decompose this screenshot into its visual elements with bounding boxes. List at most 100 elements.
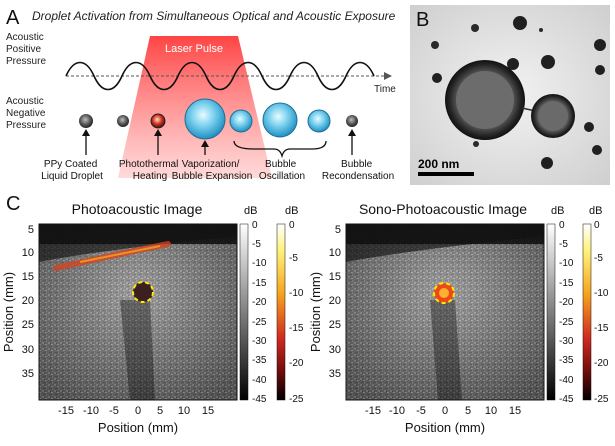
x-axis-label-right: Position (mm) (405, 420, 485, 435)
tem-particle-small (513, 16, 527, 30)
svg-text:-10: -10 (559, 258, 574, 269)
label-oscillation: Bubble Oscillation (259, 159, 305, 182)
photoacoustic-title: Photoacoustic Image (72, 201, 203, 217)
hot-colorbar-ticks-left: 0 -5 -10 -15 -20 -25 (289, 220, 304, 405)
y-tick-labels-left: 5 10 15 20 25 30 35 (22, 224, 34, 380)
time-label: Time (374, 84, 396, 95)
svg-text:5: 5 (335, 224, 341, 236)
tem-particle-small (539, 28, 543, 32)
svg-text:25: 25 (22, 319, 34, 331)
panel-c-letter: C (6, 193, 20, 215)
tem-particle-small (431, 41, 439, 49)
pa-hotspot (439, 288, 449, 298)
tem-particle-core (538, 101, 568, 131)
y-axis-label-left: Position (mm) (1, 272, 16, 352)
svg-text:15: 15 (329, 271, 341, 283)
sono-photoacoustic-panel: Sono-Photoacoustic Image 5 10 15 20 25 3… (308, 201, 609, 435)
svg-text:-15: -15 (594, 323, 609, 334)
svg-text:0: 0 (559, 220, 565, 231)
svg-text:-20: -20 (252, 297, 267, 308)
panel-a: A Droplet Activation from Simultaneous O… (6, 7, 396, 182)
svg-text:5: 5 (157, 405, 163, 417)
heated-droplet (150, 113, 166, 129)
svg-text:-10: -10 (252, 258, 267, 269)
colorbar-unit-gray-left: dB (244, 205, 257, 217)
bubble-oscillation-1 (229, 109, 253, 133)
svg-text:-5: -5 (252, 239, 261, 250)
bubble-oscillation-3 (307, 109, 331, 133)
hot-colorbar-right (582, 223, 592, 401)
photoacoustic-panel: Photoacoustic Image 5 10 15 20 25 30 35 … (1, 201, 304, 435)
svg-text:-10: -10 (289, 288, 304, 299)
svg-text:-25: -25 (289, 394, 304, 405)
panel-b: B 200 nm (410, 5, 610, 185)
svg-text:-25: -25 (252, 317, 267, 328)
panel-b-letter: B (416, 9, 429, 31)
svg-text:-45: -45 (559, 394, 574, 405)
svg-text:-20: -20 (594, 358, 609, 369)
oscillation-brace (233, 140, 327, 159)
acoustic-waveform (65, 61, 375, 91)
svg-text:35: 35 (22, 368, 34, 380)
tem-particle-small (541, 157, 553, 169)
bubble-expansion (184, 98, 226, 140)
arrow-recondensation-head-icon (348, 129, 356, 136)
panel-a-letter: A (6, 7, 20, 29)
svg-text:35: 35 (329, 368, 341, 380)
svg-text:-15: -15 (58, 405, 74, 417)
tem-particle-small (473, 141, 479, 147)
scalebar-label: 200 nm (418, 157, 459, 171)
bubble-oscillation-2 (262, 102, 298, 138)
sono-photoacoustic-title: Sono-Photoacoustic Image (359, 201, 527, 217)
label-droplet: PPy Coated Liquid Droplet (41, 159, 103, 182)
time-arrow-icon (384, 72, 392, 80)
svg-text:5: 5 (465, 405, 471, 417)
svg-text:15: 15 (509, 405, 521, 417)
panel-a-title: Droplet Activation from Simultaneous Opt… (32, 9, 396, 23)
svg-text:-15: -15 (289, 323, 304, 334)
tem-particle-small (595, 65, 605, 75)
svg-text:-5: -5 (416, 405, 426, 417)
hot-colorbar-left (276, 223, 286, 401)
svg-text:-40: -40 (559, 375, 574, 386)
svg-text:-35: -35 (252, 355, 267, 366)
tem-particle-small (584, 122, 594, 132)
droplet-1 (79, 114, 93, 128)
hot-colorbar-ticks-right: 0 -5 -10 -15 -20 -25 (594, 220, 609, 405)
label-recondensation: Bubble Recondensation (322, 159, 394, 182)
label-vaporization: Vaporization/ Bubble Expansion (172, 159, 253, 182)
svg-text:-30: -30 (559, 336, 574, 347)
droplet-2 (117, 115, 129, 127)
colorbar-unit-hot-right: dB (589, 205, 602, 217)
svg-text:-20: -20 (289, 358, 304, 369)
svg-text:0: 0 (289, 220, 295, 231)
colorbar-unit-hot-left: dB (285, 205, 298, 217)
y-tick-labels-right: 5 10 15 20 25 30 35 (329, 224, 341, 380)
grayscale-colorbar-left (239, 223, 249, 401)
tem-particle-small (507, 58, 519, 70)
svg-text:-40: -40 (252, 375, 267, 386)
svg-text:-5: -5 (289, 253, 298, 264)
scalebar (418, 172, 474, 176)
svg-text:-30: -30 (252, 336, 267, 347)
laser-pulse-label: Laser Pulse (165, 43, 223, 55)
positive-pressure-label: Acoustic Positive Pressure (6, 32, 47, 67)
svg-text:-10: -10 (594, 288, 609, 299)
svg-text:20: 20 (22, 295, 34, 307)
tem-particle-core (456, 71, 514, 129)
svg-text:30: 30 (329, 344, 341, 356)
svg-text:-5: -5 (109, 405, 119, 417)
svg-text:0: 0 (442, 405, 448, 417)
svg-text:-35: -35 (559, 355, 574, 366)
svg-text:-5: -5 (559, 239, 568, 250)
arrow-heating-head-icon (154, 129, 162, 136)
svg-text:-10: -10 (389, 405, 405, 417)
svg-text:10: 10 (485, 405, 497, 417)
svg-text:-20: -20 (559, 297, 574, 308)
svg-text:-25: -25 (559, 317, 574, 328)
svg-text:20: 20 (329, 295, 341, 307)
colorbar-unit-gray-right: dB (551, 205, 564, 217)
svg-text:25: 25 (329, 319, 341, 331)
svg-text:0: 0 (594, 220, 600, 231)
